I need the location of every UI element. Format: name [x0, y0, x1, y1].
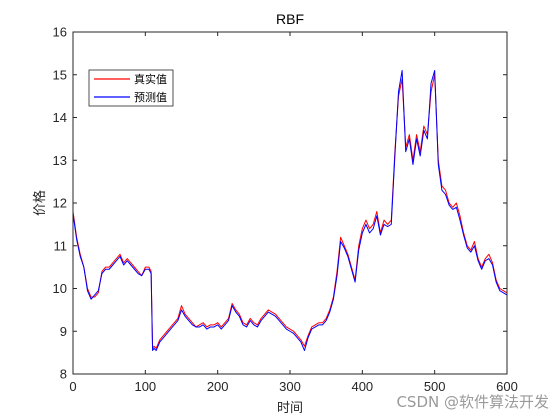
- y-tick-label: 8: [60, 367, 67, 382]
- x-tick-label: 100: [134, 379, 156, 394]
- y-tick-label: 13: [53, 153, 67, 168]
- series-layer: [72, 69, 508, 351]
- x-axis-label: 时间: [277, 401, 303, 416]
- y-tick-label: 12: [53, 196, 67, 211]
- x-tick-label: 500: [424, 379, 446, 394]
- y-axis-label: 价格: [32, 190, 48, 216]
- y-tick-label: 16: [53, 25, 67, 40]
- legend-label-predicted: 预测值: [134, 91, 167, 104]
- legend-box: [88, 69, 174, 107]
- chart-title: RBF: [276, 11, 304, 27]
- y-tick-label: 10: [53, 281, 67, 296]
- x-tick-label: 200: [207, 379, 229, 394]
- y-tick-label: 9: [60, 324, 67, 339]
- legend-label-real: 真实值: [134, 72, 167, 86]
- watermark-text: CSDN @软件算法开发: [396, 393, 549, 411]
- x-tick-label: 400: [351, 379, 373, 394]
- legend: 真实值 预测值: [88, 69, 174, 107]
- y-tick-label: 14: [53, 110, 67, 125]
- tick-layer: 0 100 200 300 400 500 600 8 9 10 11 12 13 14 15 16: [53, 25, 518, 395]
- y-tick-label: 15: [53, 67, 67, 82]
- x-tick-label: 0: [69, 379, 76, 394]
- series-line-real: [72, 74, 508, 349]
- y-tick-label: 11: [54, 238, 68, 253]
- x-tick-label: 600: [496, 379, 518, 394]
- series-line-predicted: [72, 69, 508, 351]
- x-tick-label: 300: [279, 379, 301, 394]
